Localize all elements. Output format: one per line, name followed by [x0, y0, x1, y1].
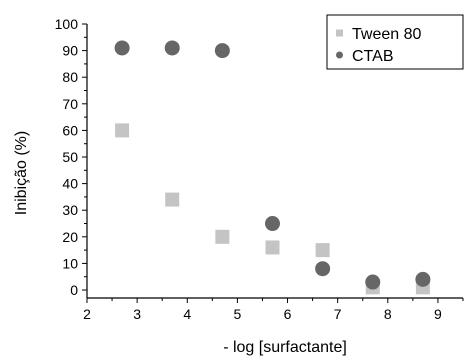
tween80-point: [265, 240, 280, 255]
tween80-point: [315, 243, 330, 258]
ctab-point: [315, 261, 331, 277]
y-tick-label: 80: [62, 69, 78, 85]
legend-box: [326, 14, 464, 70]
y-tick-label: 50: [62, 149, 78, 165]
ctab-point: [114, 40, 130, 56]
x-tick-label: 4: [183, 306, 191, 322]
x-tick-label: 5: [234, 306, 242, 322]
x-tick-label: 6: [284, 306, 292, 322]
x-tick-label: 3: [133, 306, 141, 322]
y-tick-label: 10: [62, 255, 78, 271]
x-tick-label: 2: [83, 306, 91, 322]
x-tick-label: 7: [334, 306, 342, 322]
legend-square-icon: [336, 29, 343, 37]
legend-label: CTAB: [352, 48, 393, 65]
y-tick-label: 100: [55, 16, 79, 32]
ctab-point: [264, 216, 280, 232]
tween80-point: [115, 123, 130, 138]
marks-group: [114, 40, 431, 295]
y-tick-label: 70: [62, 96, 78, 112]
ctab-point: [164, 40, 180, 56]
legend-circle-icon: [336, 51, 343, 59]
x-tick-label: 9: [434, 306, 442, 322]
y-axis-label: Inibição (%): [13, 131, 30, 215]
ctab-point: [365, 274, 381, 290]
y-tick-label: 30: [62, 202, 78, 218]
legend-label: Tween 80: [352, 26, 421, 43]
ctab-point: [214, 43, 230, 59]
legend: Tween 80 CTAB: [326, 14, 464, 70]
tween80-point: [215, 229, 230, 244]
y-tick-label: 20: [62, 229, 78, 245]
y-tick-label: 0: [70, 282, 78, 298]
ctab-point: [415, 271, 431, 287]
axes-group: 0 10 20 30 40 50 60 70 80 90 100 2 3 4 5 6 7 8 9: [55, 16, 464, 322]
y-tick-label: 60: [62, 122, 78, 138]
tween80-point: [165, 192, 180, 207]
y-tick-label: 90: [62, 43, 78, 59]
x-axis-label: - log [surfactante]: [223, 339, 347, 356]
x-tick-label: 8: [384, 306, 392, 322]
y-tick-label: 40: [62, 176, 78, 192]
